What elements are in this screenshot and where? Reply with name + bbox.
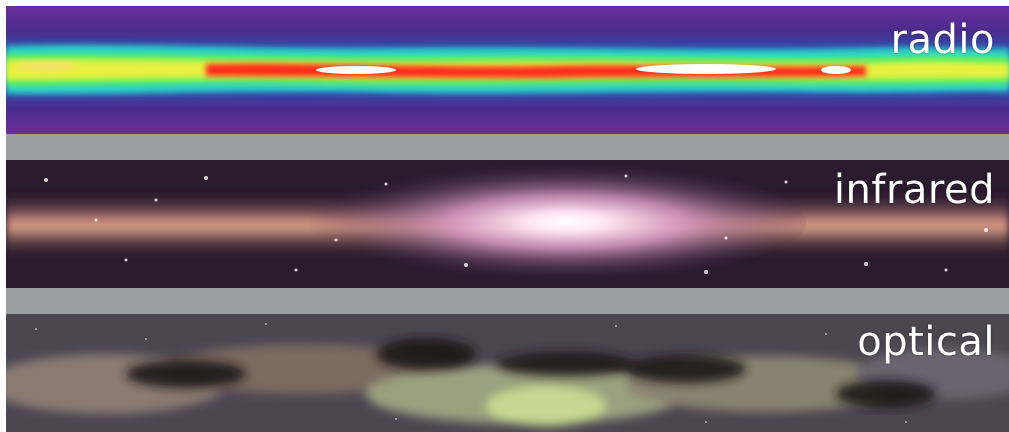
optical-label: optical [857,319,995,365]
infrared-image [6,160,1009,288]
infrared-label: infrared [833,167,995,213]
radio-image [6,6,1009,134]
infrared-panel: infrared [6,160,1009,288]
panel-separator [6,134,1009,160]
optical-image [6,314,1009,432]
radio-panel: radio [6,6,1009,134]
optical-panel: optical [6,314,1009,432]
radio-label: radio [890,17,995,63]
panel-separator [6,288,1009,314]
